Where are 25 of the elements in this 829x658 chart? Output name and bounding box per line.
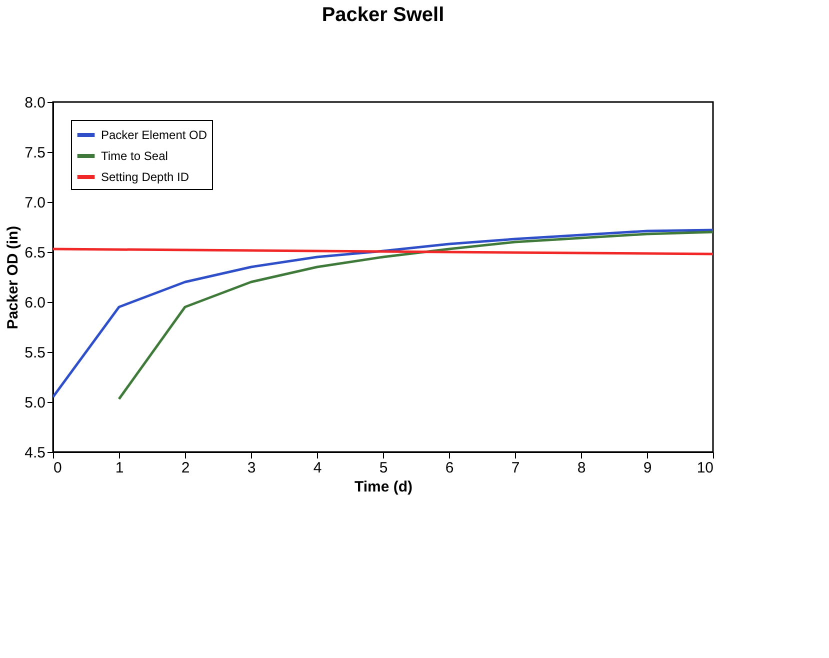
legend-label: Packer Element OD — [101, 128, 208, 142]
y-tick-label: 8.0 — [24, 94, 46, 112]
x-tick-label: 8 — [577, 460, 586, 476]
y-tick-label: 5.5 — [24, 344, 46, 362]
x-tick-label: 4 — [313, 460, 322, 476]
x-tick-label: 1 — [115, 460, 124, 476]
y-tick-label: 7.0 — [24, 194, 46, 212]
y-tick-label: 7.5 — [24, 144, 46, 162]
x-tick-label: 6 — [445, 460, 454, 476]
y-axis-title: Packer OD (in) — [4, 226, 22, 330]
x-axis-title: Time (d) — [354, 478, 413, 496]
y-tick-label: 5.0 — [24, 394, 46, 412]
y-tick-label: 6.5 — [24, 244, 46, 262]
x-tick-label: 2 — [181, 460, 190, 476]
x-tick-label: 5 — [379, 460, 388, 476]
y-tick-label: 6.0 — [24, 294, 46, 312]
legend-label: Setting Depth ID — [101, 170, 190, 184]
y-tick-label: 4.5 — [24, 444, 46, 462]
chart-title: Packer Swell — [322, 4, 444, 26]
x-tick-label: 3 — [247, 460, 256, 476]
x-tick-label: 7 — [511, 460, 520, 476]
legend-label: Time to Seal — [101, 149, 168, 163]
x-tick-label: 0 — [54, 460, 62, 476]
x-tick-label: 10 — [696, 460, 714, 476]
x-tick-label: 9 — [643, 460, 652, 476]
